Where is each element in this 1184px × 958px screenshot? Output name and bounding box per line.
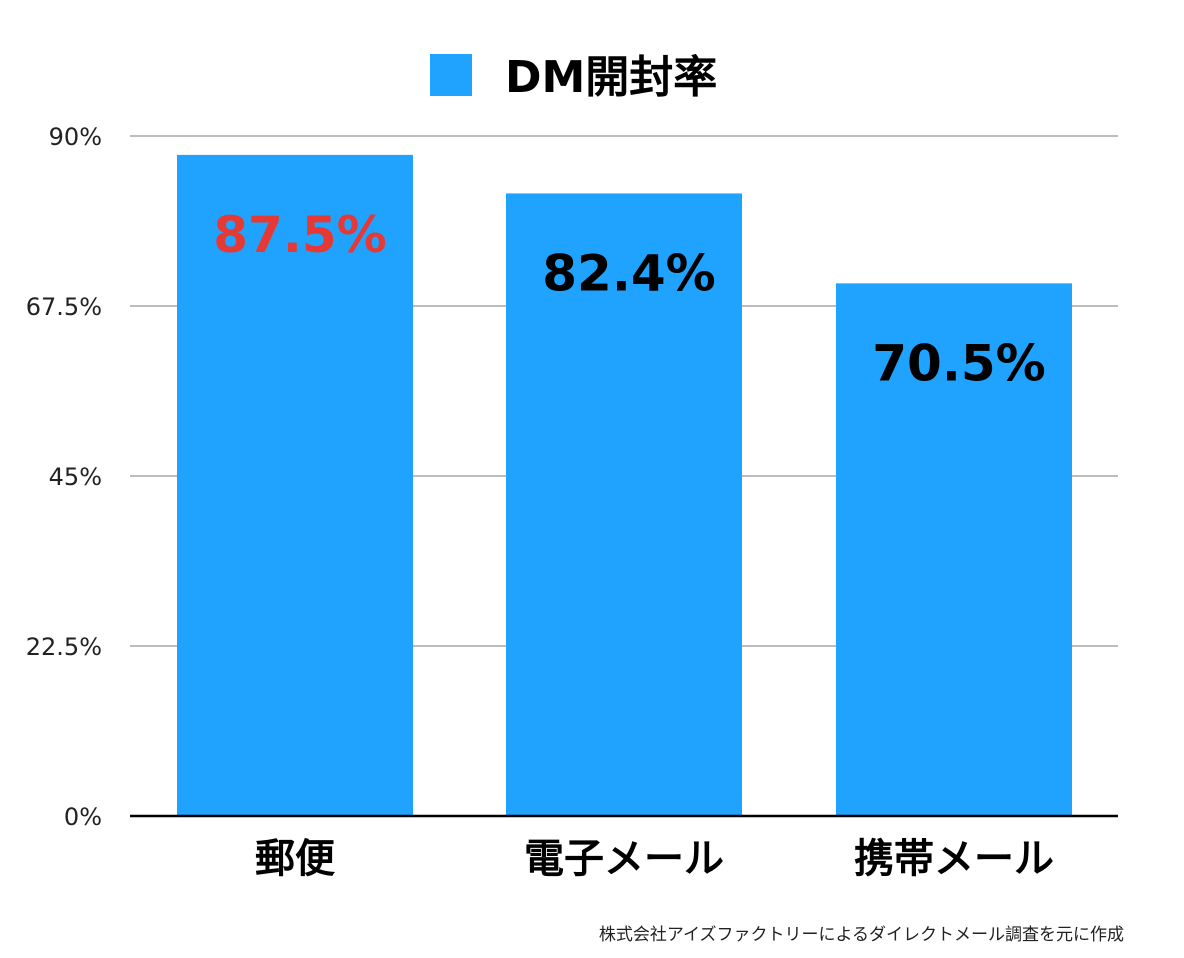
y-tick-label: 90% — [49, 123, 102, 151]
legend: DM開封率 — [430, 52, 717, 103]
y-tick-label: 22.5% — [26, 633, 102, 661]
value-label: 70.5% — [872, 334, 1045, 392]
category-label: 郵便 — [255, 836, 336, 882]
y-tick-label: 67.5% — [26, 293, 102, 321]
x-axis-categories: 郵便 電子メール 携帯メール — [255, 836, 1054, 882]
legend-label: DM開封率 — [505, 52, 717, 103]
bar — [506, 193, 742, 816]
y-tick-label: 0% — [64, 803, 102, 831]
legend-swatch — [430, 54, 472, 96]
y-axis-ticks: 0% 22.5% 45% 67.5% 90% — [26, 123, 102, 831]
category-label: 携帯メール — [854, 836, 1054, 882]
value-label: 87.5% — [213, 206, 386, 264]
bar — [177, 154, 413, 816]
bars — [177, 154, 1072, 816]
value-label: 82.4% — [542, 244, 715, 302]
value-labels: 87.5% 82.4% 70.5% — [213, 206, 1045, 392]
source-note: 株式会社アイズファクトリーによるダイレクトメール調査を元に作成 — [598, 925, 1124, 945]
bar — [836, 283, 1072, 816]
y-tick-label: 45% — [49, 463, 102, 491]
category-label: 電子メール — [524, 836, 724, 882]
